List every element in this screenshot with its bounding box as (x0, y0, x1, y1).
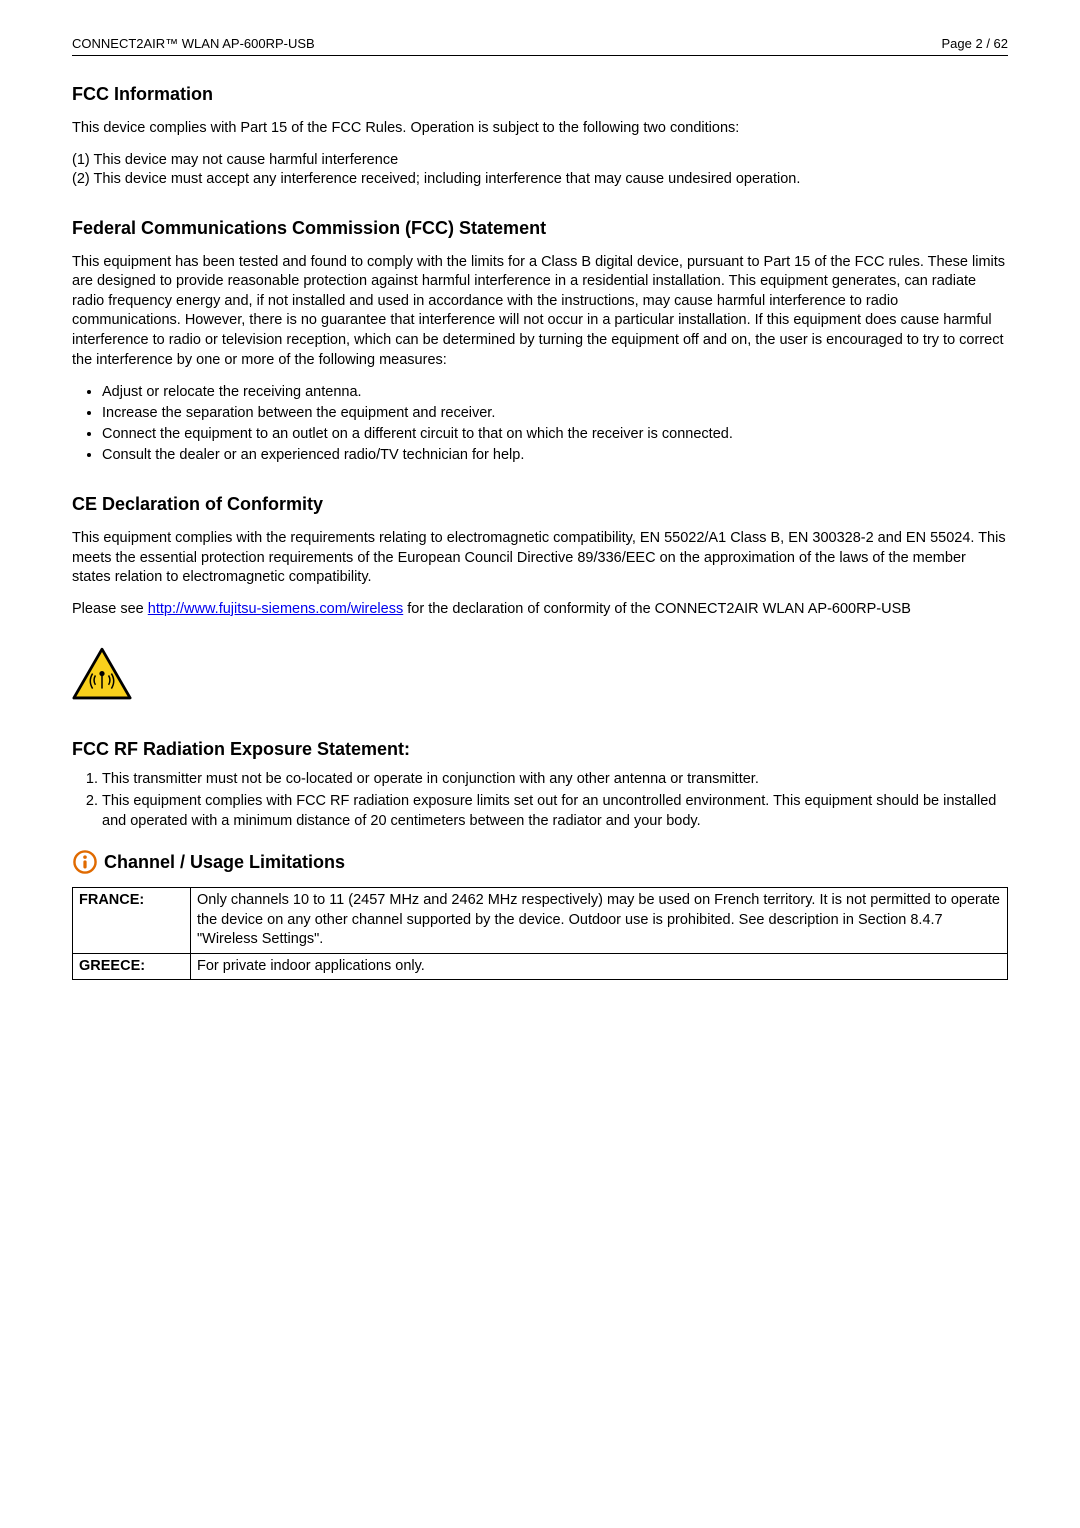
header-rule (72, 55, 1008, 56)
ce-p1: This equipment complies with the require… (72, 529, 1008, 588)
page-header: CONNECT2AIR™ WLAN AP-600RP-USB Page 2 / … (72, 36, 1008, 55)
table-row: GREECE: For private indoor applications … (73, 953, 1008, 980)
list-item: This equipment complies with FCC RF radi… (102, 792, 1008, 831)
cell-label: GREECE: (73, 953, 191, 980)
page: CONNECT2AIR™ WLAN AP-600RP-USB Page 2 / … (0, 0, 1080, 1528)
fcc-info-p3: (2) This device must accept any interfer… (72, 170, 1008, 190)
ce-p2-pre: Please see (72, 601, 148, 617)
header-left: CONNECT2AIR™ WLAN AP-600RP-USB (72, 36, 315, 51)
rf-list: This transmitter must not be co-located … (72, 770, 1008, 831)
rf-title: FCC RF Radiation Exposure Statement: (72, 739, 1008, 760)
ce-link[interactable]: http://www.fujitsu-siemens.com/wireless (148, 601, 403, 617)
cell-text: For private indoor applications only. (191, 953, 1008, 980)
channel-heading: Channel / Usage Limitations (72, 849, 1008, 875)
list-item: Connect the equipment to an outlet on a … (102, 424, 1008, 445)
fcc-info-p2: (1) This device may not cause harmful in… (72, 151, 1008, 171)
ce-p2-post: for the declaration of conformity of the… (403, 601, 911, 617)
fcc-statement-bullets: Adjust or relocate the receiving antenna… (72, 382, 1008, 466)
header-right: Page 2 / 62 (942, 36, 1009, 51)
fcc-info-p1: This device complies with Part 15 of the… (72, 119, 1008, 139)
fcc-info-title: FCC Information (72, 84, 1008, 105)
list-item: Consult the dealer or an experienced rad… (102, 445, 1008, 466)
list-item: Increase the separation between the equi… (102, 403, 1008, 424)
warning-triangle-icon (72, 647, 132, 702)
info-icon (72, 849, 98, 875)
cell-label: FRANCE: (73, 888, 191, 954)
fcc-statement-title: Federal Communications Commission (FCC) … (72, 218, 1008, 239)
list-item: This transmitter must not be co-located … (102, 770, 1008, 790)
cell-text: Only channels 10 to 11 (2457 MHz and 246… (191, 888, 1008, 954)
table-row: FRANCE: Only channels 10 to 11 (2457 MHz… (73, 888, 1008, 954)
fcc-statement-p1: This equipment has been tested and found… (72, 253, 1008, 370)
ce-p2: Please see http://www.fujitsu-siemens.co… (72, 600, 1008, 620)
ce-title: CE Declaration of Conformity (72, 494, 1008, 515)
channel-table: FRANCE: Only channels 10 to 11 (2457 MHz… (72, 887, 1008, 980)
channel-title: Channel / Usage Limitations (104, 852, 345, 873)
list-item: Adjust or relocate the receiving antenna… (102, 382, 1008, 403)
